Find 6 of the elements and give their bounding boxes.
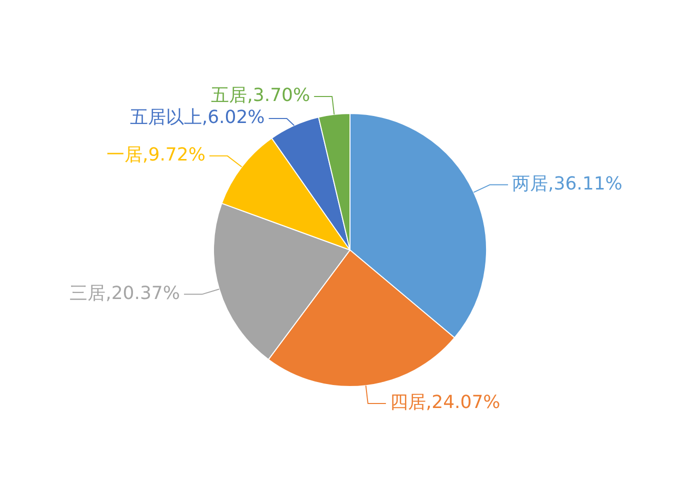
slice-label: 两居,36.11% — [512, 173, 622, 194]
slice-label: 五居以上,6.02% — [130, 107, 265, 128]
slice-label: 四居,24.07% — [390, 392, 500, 414]
slice-label: 三居,20.37% — [70, 282, 180, 304]
slice-label: 一居,9.72% — [106, 144, 206, 166]
slice-label: 五居,3.70% — [211, 85, 310, 106]
